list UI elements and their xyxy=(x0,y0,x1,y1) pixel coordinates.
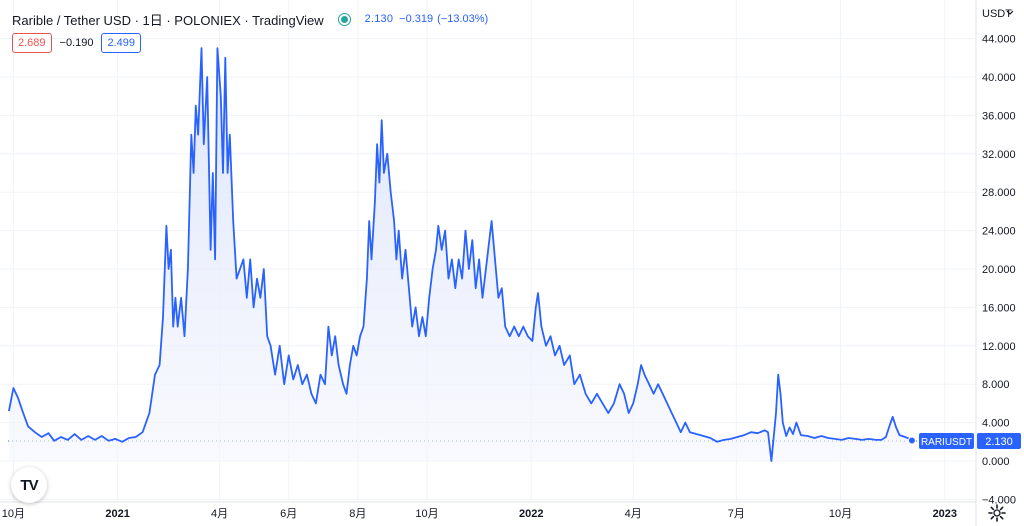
y-tick-label: 16.000 xyxy=(982,302,1016,314)
y-tick-label: 36.000 xyxy=(982,110,1016,122)
price-axis[interactable]: 44.000 40.000 36.000 32.000 28.000 24.000 20.0… xyxy=(982,34,1016,507)
y-tick-label: 44.000 xyxy=(982,34,1016,46)
x-tick-label: 2023 xyxy=(933,508,957,520)
x-tick-label: 10月 xyxy=(2,508,25,520)
x-tick-label: 4月 xyxy=(625,508,642,520)
legend-price: 2.130 xyxy=(364,13,394,25)
y-tick-label: 8.000 xyxy=(982,379,1010,391)
x-tick-label: 4月 xyxy=(211,508,228,520)
x-tick-label: 10月 xyxy=(829,508,852,520)
settings-gear-icon[interactable] xyxy=(987,503,1007,523)
ask-price-box[interactable]: 2.499 xyxy=(101,33,142,53)
y-tick-label: 12.000 xyxy=(982,341,1016,353)
symbol-label-bg xyxy=(919,433,974,449)
price-area xyxy=(8,48,912,461)
y-tick-label: −4.000 xyxy=(982,494,1016,506)
last-price-dot xyxy=(907,436,916,445)
price-series-line xyxy=(8,47,913,462)
y-tick-label: 4.000 xyxy=(982,418,1010,430)
legend-title[interactable]: Rarible / Tether USD · 1日 · POLONIEX · T… xyxy=(12,12,324,28)
symbol-label: RARIUSDT xyxy=(921,437,972,448)
x-tick-label: 2022 xyxy=(519,508,543,520)
tradingview-logo-icon[interactable]: TV xyxy=(11,467,47,503)
y-tick-label: 20.000 xyxy=(982,264,1016,276)
price-line-path xyxy=(8,47,913,462)
bid-price-box[interactable]: 2.689 xyxy=(12,33,52,53)
legend-change-pct: (−13.03%) xyxy=(437,13,489,25)
y-tick-label: 0.000 xyxy=(982,456,1010,468)
x-tick-label: 7月 xyxy=(728,508,745,520)
spread-value: −0.190 xyxy=(59,37,94,49)
price-label-value: 2.130 xyxy=(985,436,1013,448)
currency-label[interactable]: USDT xyxy=(982,8,1012,20)
y-tick-label: 28.000 xyxy=(982,187,1016,199)
area-fill xyxy=(8,48,912,461)
x-tick-label: 2021 xyxy=(105,508,129,520)
legend-change: −0.319 xyxy=(399,13,434,25)
y-tick-label: 24.000 xyxy=(982,226,1016,238)
x-tick-label: 10月 xyxy=(415,508,438,520)
y-tick-label: 32.000 xyxy=(982,149,1016,161)
y-tick-label: 40.000 xyxy=(982,72,1016,84)
chart-legend: Rarible / Tether USD · 1日 · POLONIEX · T… xyxy=(12,10,488,28)
time-axis[interactable]: 10月 2021 4月 6月 8月 10月 2022 4月 7月 10月 2023 xyxy=(2,508,957,520)
x-tick-label: 6月 xyxy=(280,508,297,520)
x-tick-label: 8月 xyxy=(349,508,366,520)
last-price-tag: RARIUSDT 2.130 xyxy=(919,433,1021,449)
market-status-icon[interactable] xyxy=(337,12,351,26)
price-label-bg xyxy=(977,433,1021,449)
currency-chevron-icon xyxy=(1006,10,1014,15)
bid-ask-row: 2.689 −0.190 2.499 xyxy=(12,33,142,53)
